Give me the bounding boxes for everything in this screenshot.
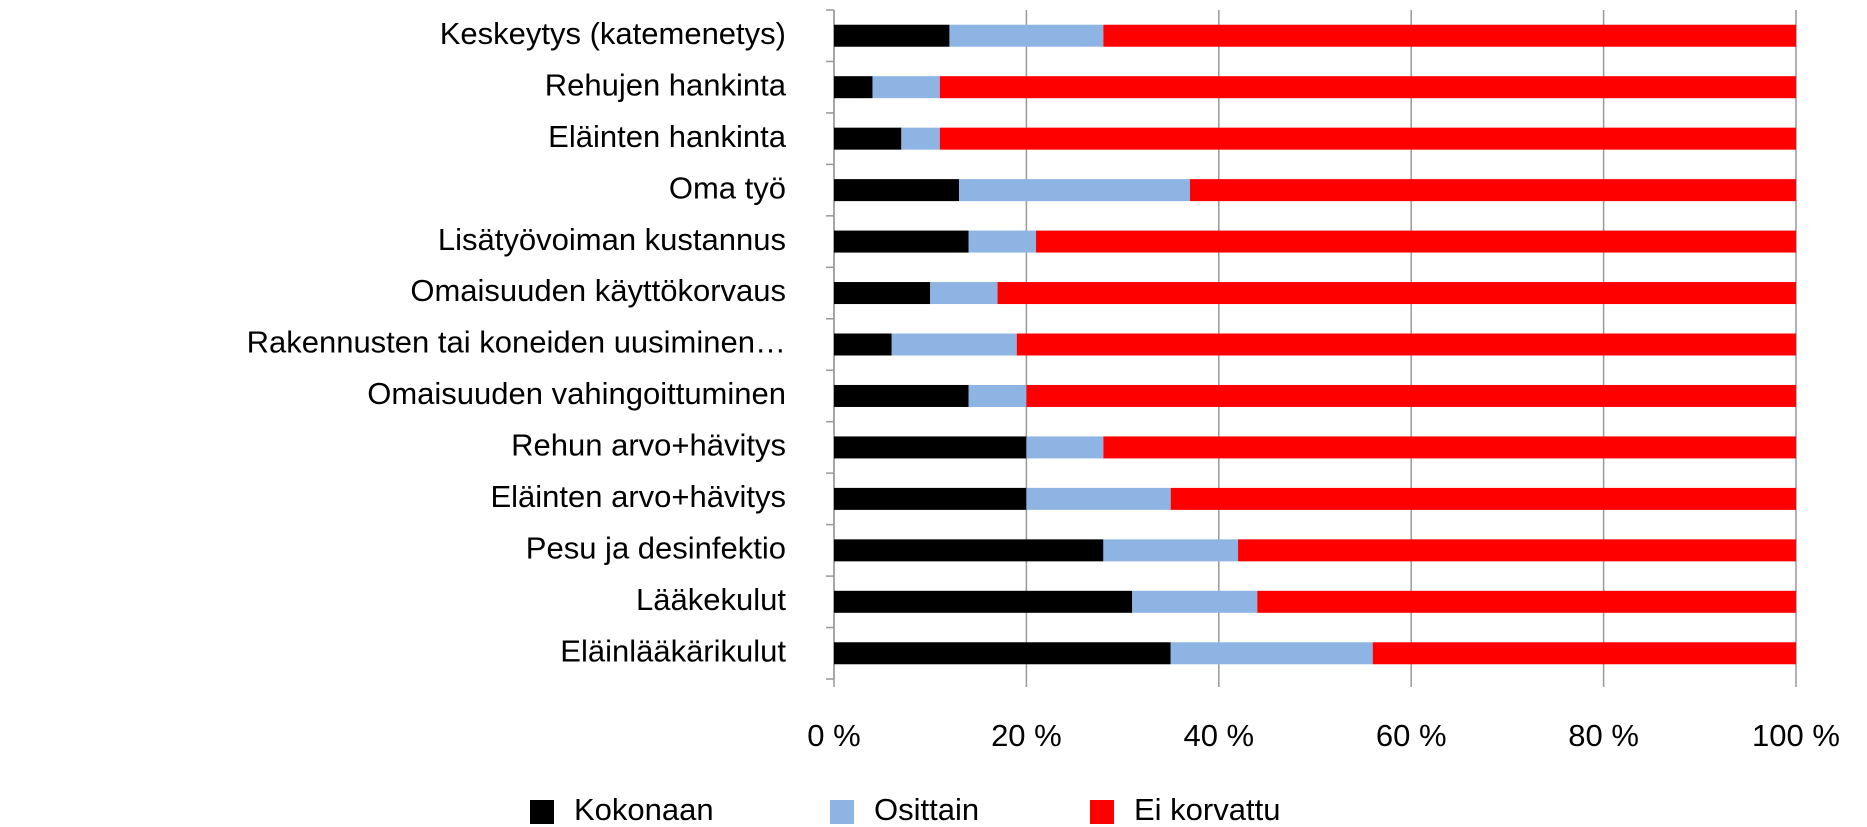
bar-segment — [997, 282, 1796, 305]
y-tick-label: Lisätyövoiman kustannus — [438, 222, 786, 257]
bar-segment — [1257, 590, 1796, 613]
bar-segment — [1132, 590, 1258, 613]
y-tick-label: Eläinten arvo+hävitys — [490, 479, 786, 514]
legend-swatch — [830, 800, 854, 824]
y-tick-label: Rehun arvo+hävitys — [511, 428, 786, 463]
bar-segment — [1372, 642, 1796, 665]
legend-label: Kokonaan — [574, 792, 714, 827]
y-tick-label: Omaisuuden vahingoittuminen — [367, 376, 786, 411]
bar-segment — [930, 282, 998, 305]
bar-segment — [834, 487, 1027, 510]
bar-segment — [834, 230, 969, 253]
bar-segment — [1103, 436, 1796, 459]
bar-segment — [939, 127, 1796, 150]
bar-segment — [834, 384, 969, 407]
x-tick-label: 80 % — [1568, 718, 1639, 753]
bar-segment — [834, 642, 1171, 665]
bar-segment — [834, 436, 1027, 459]
bar-segment — [968, 384, 1027, 407]
bar-segment — [1103, 539, 1239, 562]
x-tick-label: 100 % — [1752, 718, 1840, 753]
bar-segment — [1036, 230, 1796, 253]
bar-segment — [834, 76, 873, 99]
bar-segment — [1238, 539, 1796, 562]
bar-segment — [834, 127, 902, 150]
y-tick-label: Omaisuuden käyttökorvaus — [410, 273, 786, 308]
bar-segment — [872, 76, 940, 99]
bar-segment — [1016, 333, 1796, 356]
bar-segment — [834, 24, 950, 47]
bar-segment — [834, 590, 1133, 613]
bar-segment — [1189, 179, 1796, 202]
bar-segment — [1026, 384, 1796, 407]
bar-segment — [834, 539, 1104, 562]
bar-segment — [1170, 642, 1373, 665]
bar-segment — [834, 179, 960, 202]
y-tick-label: Eläinlääkärikulut — [560, 633, 786, 668]
bar-segment — [834, 333, 892, 356]
bar-segment — [1026, 487, 1171, 510]
legend-label: Ei korvattu — [1134, 792, 1280, 827]
x-tick-label: 40 % — [1183, 718, 1254, 753]
bar-segment — [1170, 487, 1796, 510]
y-tick-label: Oma työ — [669, 170, 786, 205]
bar-segment — [939, 76, 1796, 99]
bar-segment — [901, 127, 940, 150]
y-tick-label: Keskeytys (katemenetys) — [440, 16, 786, 51]
y-tick-label: Lääkekulut — [636, 582, 786, 617]
bar-segment — [834, 282, 931, 305]
bar-segment — [1103, 24, 1796, 47]
y-tick-label: Rakennusten tai koneiden uusiminen… — [247, 325, 786, 360]
legend-swatch — [1090, 800, 1114, 824]
bar-segment — [891, 333, 1017, 356]
y-tick-label: Rehujen hankinta — [545, 67, 787, 102]
bar-segment — [1026, 436, 1104, 459]
bar-segment — [949, 24, 1104, 47]
bar-segment — [959, 179, 1190, 202]
x-tick-label: 60 % — [1376, 718, 1447, 753]
x-tick-label: 20 % — [991, 718, 1062, 753]
x-tick-label: 0 % — [807, 718, 860, 753]
bar-segment — [968, 230, 1037, 253]
y-tick-label: Pesu ja desinfektio — [526, 531, 786, 566]
y-tick-label: Eläinten hankinta — [548, 119, 787, 154]
legend-swatch — [530, 800, 554, 824]
legend-label: Osittain — [874, 792, 979, 827]
